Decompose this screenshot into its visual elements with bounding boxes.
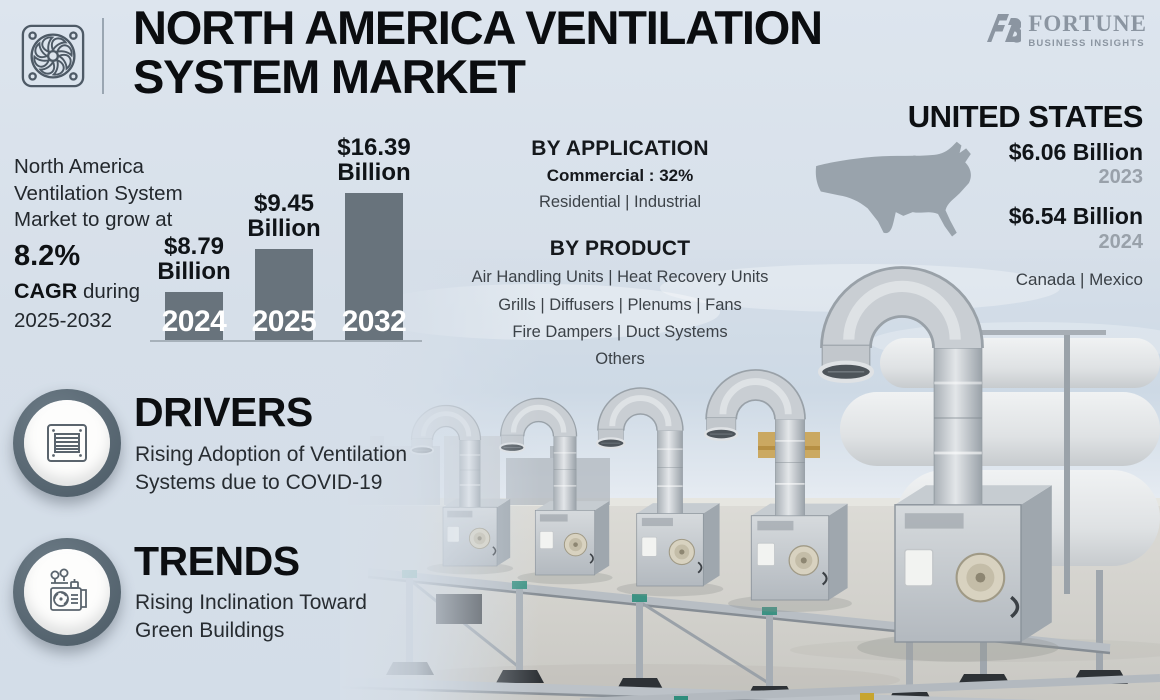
bar-group-2024: $8.79 Billion 2024 bbox=[157, 233, 231, 340]
trends-heading: TRENDS bbox=[134, 538, 300, 584]
logo-tagline: BUSINESS INSIGHTS bbox=[1028, 38, 1145, 49]
chart-baseline bbox=[150, 340, 422, 342]
product-line: Air Handling Units | Heat Recovery Units bbox=[471, 268, 769, 287]
united-states-heading: UNITED STATES bbox=[907, 99, 1144, 134]
bar-value-label: $9.45 Billion bbox=[247, 189, 321, 243]
bar-2032: 2032 bbox=[342, 193, 407, 340]
product-line: Fire Dampers | Duct Systems bbox=[512, 322, 728, 341]
product-line: Grills | Diffusers | Plenums | Fans bbox=[498, 295, 742, 314]
fb-logo-mark bbox=[987, 14, 1022, 43]
page-title: NORTH AMERICA VENTILATION SYSTEM MARKET bbox=[133, 1, 823, 103]
bar-value-label: $8.79 Billion bbox=[157, 232, 231, 286]
application-items: Residential | Industrial bbox=[538, 193, 702, 211]
bar-2024: 2024 bbox=[162, 292, 227, 340]
by-application-heading: BY APPLICATION bbox=[531, 137, 709, 160]
us-year-2023: 2023 bbox=[1098, 166, 1144, 189]
fortune-business-insights-logo: FORTUNE BUSINESS INSIGHTS bbox=[985, 12, 1147, 49]
hvac-unit-icon bbox=[50, 568, 87, 611]
us-value-2023: $6.06 Billion bbox=[1008, 139, 1143, 165]
bar-group-2025: $9.45 Billion 2025 bbox=[247, 190, 321, 340]
drivers-heading: DRIVERS bbox=[134, 389, 313, 435]
vent-grille-icon bbox=[47, 424, 87, 462]
bar-group-2032: $16.39 Billion 2032 bbox=[337, 134, 411, 340]
bar-2025: 2025 bbox=[252, 249, 317, 340]
by-product-heading: BY PRODUCT bbox=[549, 237, 691, 261]
usa-map bbox=[815, 141, 971, 237]
us-market-stats: $6.06 Billion 2023 $6.54 Billion 2024 Ca… bbox=[1008, 139, 1144, 290]
trends-badge bbox=[13, 538, 121, 646]
application-highlight: Commercial : 32% bbox=[546, 166, 694, 185]
drivers-text: Rising Adoption of Ventilation Systems d… bbox=[135, 443, 408, 494]
forecast-period: 2025-2032 bbox=[14, 308, 113, 332]
fan-icon bbox=[21, 24, 85, 88]
market-growth-summary: North America Ventilation System Market … bbox=[14, 154, 196, 334]
trends-text: Rising Inclination Toward Green Building… bbox=[135, 591, 367, 642]
header-divider bbox=[102, 18, 104, 94]
bar-value-label: $16.39 Billion bbox=[337, 133, 411, 187]
cagr-value: 8.2% bbox=[14, 239, 81, 272]
market-size-bar-chart: $8.79 Billion 2024 $9.45 Billion 2025 $16.… bbox=[150, 134, 422, 342]
us-year-2024: 2024 bbox=[1098, 230, 1144, 253]
product-line: Others bbox=[595, 350, 645, 369]
drivers-badge bbox=[13, 389, 121, 497]
us-value-2024: $6.54 Billion bbox=[1008, 203, 1143, 230]
other-countries: Canada | Mexico bbox=[1015, 269, 1143, 289]
segments-panel: BY APPLICATION Commercial : 32% Resident… bbox=[452, 137, 788, 370]
logo-name: FORTUNE bbox=[1028, 11, 1147, 36]
